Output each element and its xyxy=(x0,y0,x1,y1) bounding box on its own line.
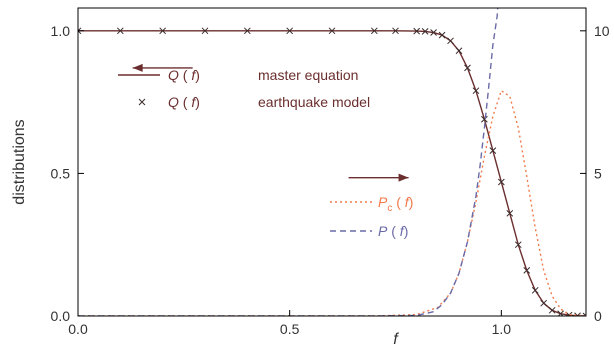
data-point-q_earthquake xyxy=(497,178,505,186)
arrow-right-head xyxy=(398,173,409,182)
x-axis-label: f xyxy=(393,331,399,348)
legend-swatch-q_earthquake xyxy=(138,98,146,106)
legend-desc-q_master: master equation xyxy=(258,67,358,83)
legend-label-q_earthquake: Q ( f) xyxy=(168,94,200,110)
data-point-q_earthquake xyxy=(472,87,480,95)
data-point-q_earthquake xyxy=(430,29,437,36)
data-point-q_earthquake xyxy=(370,27,378,35)
data-point-q_earthquake xyxy=(392,27,399,35)
legend-desc-q_earthquake: earthquake model xyxy=(258,94,370,110)
data-point-q_earthquake xyxy=(455,47,463,55)
y-tick-label: 1.0 xyxy=(51,23,71,39)
data-point-q_earthquake xyxy=(413,27,421,35)
data-point-q_earthquake xyxy=(489,147,497,154)
x-tick-label: 0.5 xyxy=(280,321,300,337)
data-point-q_earthquake xyxy=(565,311,573,316)
data-point-q_earthquake xyxy=(116,27,124,35)
data-point-q_earthquake xyxy=(582,312,586,316)
series-line-p_c xyxy=(78,90,586,316)
data-point-q_earthquake xyxy=(243,27,251,35)
data-point-q_earthquake xyxy=(78,27,82,35)
data-point-q_earthquake xyxy=(286,27,294,35)
data-point-q_earthquake xyxy=(531,286,539,294)
data-point-q_earthquake xyxy=(421,28,429,35)
y2-tick-label: 0 xyxy=(594,308,602,324)
data-point-q_earthquake xyxy=(464,64,471,72)
legend-label-p: P ( f) xyxy=(378,223,408,239)
data-point-q_earthquake xyxy=(506,209,514,217)
data-point-q_earthquake xyxy=(201,27,209,35)
x-tick-label: 1.0 xyxy=(492,321,512,337)
series-q_earthquake xyxy=(78,27,586,316)
data-point-q_earthquake xyxy=(514,241,522,249)
data-point-q_earthquake xyxy=(523,267,531,274)
data-point-q_earthquake xyxy=(481,115,488,123)
axes-group: 0.0 0.5 1.0 0.0 0.5 1.0 0 5 10 xyxy=(51,23,610,337)
series-line-p xyxy=(78,8,499,316)
legend-label-p_c: Pc ( f) xyxy=(378,194,413,214)
data-point-q_earthquake xyxy=(438,31,446,39)
data-point-q_earthquake xyxy=(548,306,556,314)
data-point-q_earthquake xyxy=(159,27,167,35)
y2-tick-label: 5 xyxy=(594,165,602,181)
y-tick-label: 0.0 xyxy=(51,308,71,324)
series-group xyxy=(78,8,586,316)
arrow-left-head xyxy=(132,63,143,72)
legend-group: Q ( f) master equation Q ( f) earthquake mo… xyxy=(118,67,413,239)
arrows-group xyxy=(132,63,409,182)
data-point-q_earthquake xyxy=(540,299,548,307)
data-point-q_earthquake xyxy=(447,37,454,45)
y-tick-label: 0.5 xyxy=(51,165,71,181)
legend-label-q_master: Q ( f) xyxy=(168,67,200,83)
y2-tick-label: 10 xyxy=(594,23,610,39)
x-tick-label: 0.0 xyxy=(68,321,88,337)
y-axis-label: distributions xyxy=(11,119,28,204)
plot-frame xyxy=(77,7,587,317)
data-point-q_earthquake xyxy=(328,27,336,35)
